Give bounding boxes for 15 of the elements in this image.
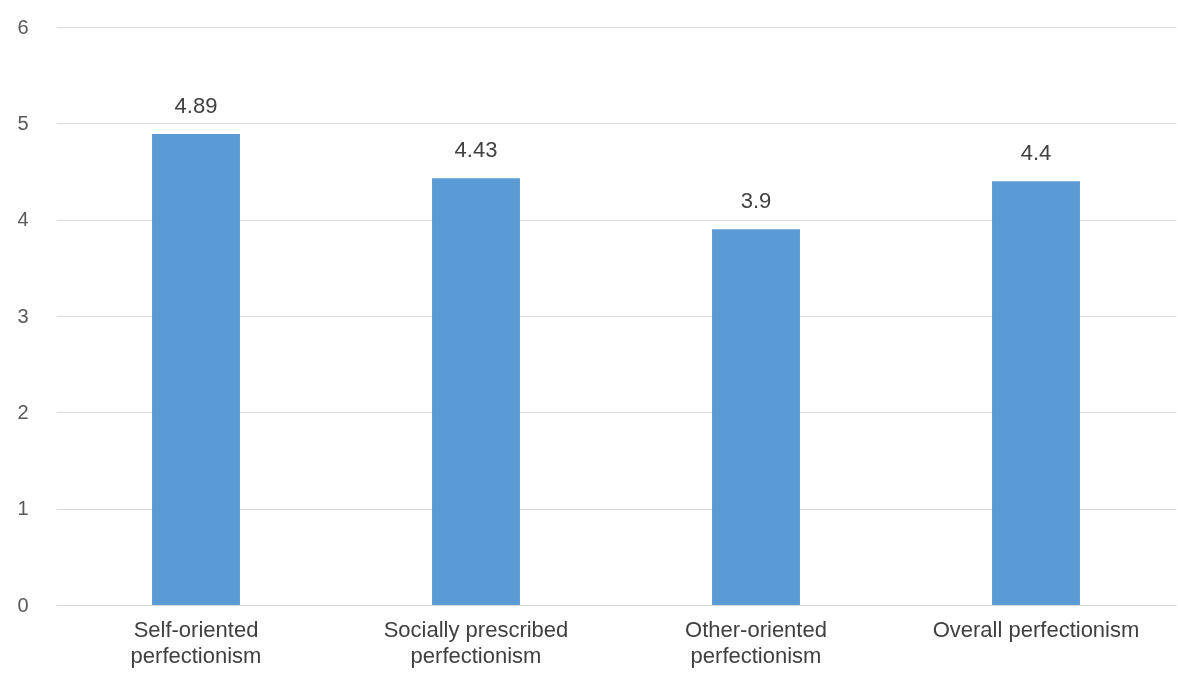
data-label: 4.43 [454,137,498,163]
y-tick-label: 5 [17,111,29,134]
x-tick-label: Socially prescribed perfectionism [383,616,569,668]
y-tick-label: 2 [17,400,29,423]
data-label: 3.9 [740,188,772,214]
x-tick-label: Overall perfectionism [932,616,1140,642]
y-tick-label: 6 [17,15,29,38]
data-label: 4.4 [1020,140,1052,166]
x-tick-label: Other-oriented perfectionism [685,616,827,668]
y-tick-label: 3 [17,304,29,327]
y-tick-label: 4 [17,208,29,231]
data-label: 4.89 [174,92,218,118]
y-tick-label: 0 [17,593,29,616]
y-tick-label: 1 [17,497,29,520]
x-tick-label: Self-oriented perfectionism [130,616,262,668]
